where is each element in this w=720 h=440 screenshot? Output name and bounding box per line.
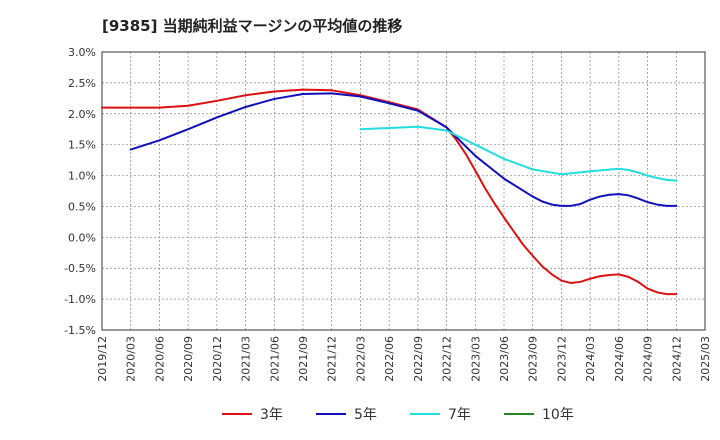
x-tick-label: 2024/09	[642, 336, 655, 382]
x-tick-label: 2021/12	[326, 336, 339, 382]
x-tick-label: 2024/12	[670, 336, 683, 382]
y-tick-label: -1.5%	[64, 324, 96, 337]
series-line-1	[101, 88, 678, 296]
x-tick-label: 2024/06	[613, 336, 626, 382]
x-tick-label: 2025/03	[699, 336, 712, 382]
x-tick-label: 2024/03	[584, 336, 597, 382]
grid-layer	[101, 51, 706, 331]
series-layer	[101, 88, 678, 296]
legend-label: 3年	[260, 407, 283, 423]
x-tick-label: 2021/06	[268, 336, 281, 382]
x-tick-label: 2021/03	[240, 336, 253, 382]
y-tick-label: 2.0%	[68, 108, 96, 121]
x-tick-label: 2020/12	[211, 336, 224, 382]
x-tick-label: 2023/03	[469, 336, 482, 382]
x-tick-label: 2023/06	[498, 336, 511, 382]
y-tick-label: 1.5%	[68, 139, 96, 152]
x-tick-label: 2023/09	[527, 336, 540, 382]
y-tick-label: -0.5%	[64, 262, 96, 275]
legend: 3年 5年 7年 10年	[222, 407, 574, 423]
y-axis: 3.0% 2.5% 2.0% 1.5% 1.0% 0.5% 0.0% -0.5% -1.0% -1…	[64, 46, 96, 337]
x-tick-label: 2022/03	[354, 336, 367, 382]
x-tick-label: 2020/09	[182, 336, 195, 382]
x-axis: 2019/12 2020/03 2020/06 2020/09 2020/12 2021/…	[96, 336, 712, 382]
y-tick-label: 1.0%	[68, 170, 96, 183]
x-tick-label: 2022/06	[383, 336, 396, 382]
y-tick-label: 0.0%	[68, 231, 96, 244]
legend-label: 5年	[354, 407, 377, 423]
x-tick-label: 2023/12	[555, 336, 568, 382]
series-line-2	[129, 92, 678, 207]
y-tick-label: 3.0%	[68, 46, 96, 59]
legend-label: 10年	[542, 407, 574, 423]
x-tick-label: 2022/09	[412, 336, 425, 382]
y-tick-label: -1.0%	[64, 293, 96, 306]
x-tick-label: 2020/06	[153, 336, 166, 382]
plot-frame	[101, 51, 706, 331]
x-tick-label: 2022/12	[441, 336, 454, 382]
legend-label: 7年	[448, 407, 471, 423]
series-line-3	[359, 125, 678, 182]
x-tick-label: 2020/03	[125, 336, 138, 382]
chart-title: [9385] 当期純利益マージンの平均値の推移	[102, 17, 402, 35]
y-tick-label: 0.5%	[68, 200, 96, 213]
x-tick-label: 2019/12	[96, 336, 109, 382]
y-tick-label: 2.5%	[68, 77, 96, 90]
x-tick-label: 2021/09	[297, 336, 310, 382]
